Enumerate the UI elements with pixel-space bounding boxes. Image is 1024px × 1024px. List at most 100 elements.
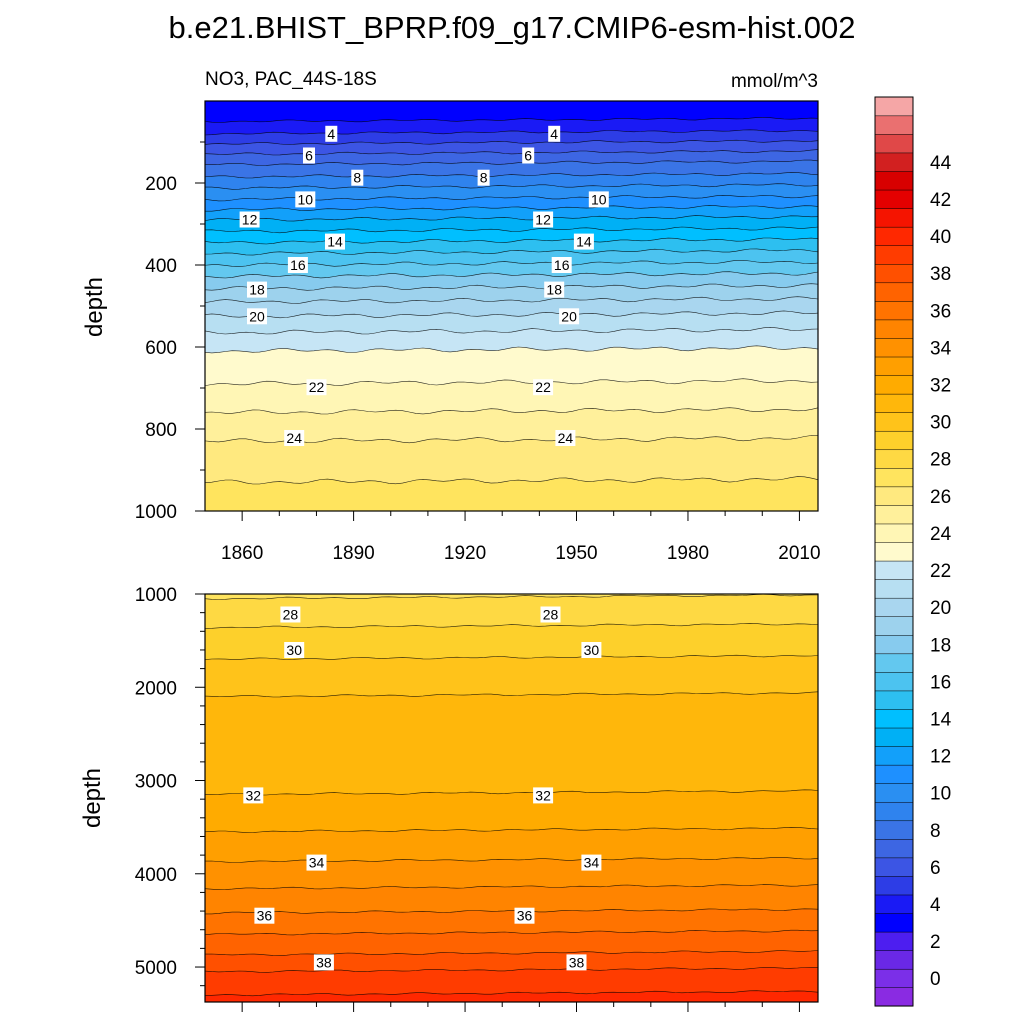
colorbar-label: 26 <box>930 487 951 508</box>
colorbar-swatch <box>874 820 914 840</box>
colorbar-swatch <box>874 857 914 877</box>
lower-contour-line-28 <box>204 622 819 629</box>
colorbar-label: 16 <box>930 672 951 693</box>
colorbar-label: 2 <box>930 932 941 953</box>
upper-depth-axis-label: depth <box>81 277 108 337</box>
y-tick-label: 600 <box>145 338 177 359</box>
upper-contour-line-7 <box>204 159 819 166</box>
y-tick-label: 3000 <box>135 772 177 793</box>
upper-contour-panel: NO3, PAC_44S-18S mmol/m^3 depth 4 46 68 810… <box>81 69 821 564</box>
lower-contour-label: 32 <box>533 787 554 804</box>
colorbar-swatch <box>874 337 914 358</box>
upper-contour-label: 10 <box>295 191 316 208</box>
colorbar-label: 14 <box>930 710 952 731</box>
upper-contour-label: 18 <box>247 281 267 298</box>
colorbar-swatch <box>874 263 914 284</box>
upper-contour-line-13 <box>204 226 819 234</box>
x-tick-label: 2010 <box>778 543 820 564</box>
contour-label-box <box>555 430 576 446</box>
contour-label-text: 22 <box>309 379 325 395</box>
contour-label-box <box>303 147 315 164</box>
colorbar-label: 32 <box>930 376 951 397</box>
contour-label-text: 4 <box>327 126 335 142</box>
lower-contour-label: 36 <box>254 907 275 924</box>
contour-label-text: 30 <box>286 642 302 658</box>
colorbar-label: 6 <box>930 858 941 879</box>
contour-label-text: 36 <box>257 908 273 924</box>
colorbar-label: 4 <box>930 895 941 916</box>
upper-contour-line-12 <box>204 215 819 222</box>
contour-label-box <box>280 606 301 623</box>
contour-label-text: 16 <box>554 257 570 273</box>
upper-contour-line-20 <box>204 310 819 319</box>
contour-label-box <box>573 233 594 250</box>
colorbar-swatch <box>874 801 914 822</box>
lower-contour-line-37 <box>204 950 819 956</box>
contour-label-text: 18 <box>546 282 562 298</box>
colorbar-swatch <box>874 579 914 599</box>
colorbar-swatch <box>874 300 914 321</box>
upper-contour-line-22 <box>204 345 819 354</box>
contour-label-box <box>313 954 334 971</box>
contour-label-text: 34 <box>584 855 600 871</box>
upper-contour-line-18 <box>204 283 819 291</box>
y-tick-label: 1000 <box>135 585 177 606</box>
colorbar-swatch <box>874 449 914 469</box>
colorbar-swatch <box>874 560 914 580</box>
lower-filled-contours <box>205 594 818 1002</box>
contour-label-box <box>551 257 572 273</box>
colorbar-swatch <box>874 504 914 525</box>
contour-label-box <box>306 854 327 871</box>
contour-label-text: 28 <box>283 607 299 623</box>
upper-contour-label: 24 <box>555 430 576 446</box>
lower-contour-label: 38 <box>313 954 334 971</box>
contour-label-text: 18 <box>249 282 265 298</box>
lower-contour-line-31 <box>204 789 819 796</box>
colorbar-swatch <box>874 616 914 636</box>
contour-label-text: 14 <box>576 234 592 250</box>
lower-band-39 <box>205 990 818 1002</box>
lower-axis-ticks: 1000 2000 3000 4000 5000 <box>135 585 800 1012</box>
contour-label-text: 30 <box>584 642 600 658</box>
colorbar-swatch <box>874 894 914 914</box>
lower-contour-label: 32 <box>243 787 264 804</box>
colorbar-swatch <box>874 412 914 432</box>
y-tick-label: 800 <box>145 420 177 441</box>
colorbar-label: 24 <box>930 524 952 545</box>
x-tick-label: 1860 <box>221 543 263 564</box>
x-tick-label: 1920 <box>444 543 486 564</box>
contour-label-text: 34 <box>309 855 325 871</box>
contour-label-box <box>287 257 308 273</box>
y-tick-label: 2000 <box>135 678 177 699</box>
lower-contour-label: 30 <box>284 642 305 658</box>
lower-contour-panel: depth 28 28 30 30 32 32 34 34 36 36 38 38 1000 2000 3… <box>79 585 819 1012</box>
colorbar-swatch <box>874 282 914 302</box>
upper-contour-label: 6 <box>303 147 315 164</box>
upper-contour-line-8 <box>204 172 819 179</box>
contour-label-box <box>254 907 275 924</box>
lower-plot-frame <box>204 593 819 1003</box>
upper-contour-line-24 <box>204 407 819 415</box>
lower-contour-label: 28 <box>540 606 561 623</box>
colorbar-swatch <box>874 541 914 562</box>
colorbar-label: 44 <box>930 153 952 174</box>
upper-contour-line-17 <box>204 271 819 279</box>
upper-contour-line-25 <box>204 435 819 444</box>
upper-contour-label: 16 <box>287 257 308 273</box>
lower-contour-line-32 <box>204 826 819 833</box>
contour-label-text: 16 <box>290 257 306 273</box>
colorbar-label: 8 <box>930 821 941 842</box>
y-tick-label: 400 <box>145 256 177 277</box>
contour-label-box <box>243 787 264 804</box>
colorbar-swatch <box>874 875 914 896</box>
contour-label-text: 38 <box>316 954 332 970</box>
upper-contour-label: 22 <box>306 379 327 396</box>
colorbar-label: 38 <box>930 264 951 285</box>
contour-label-box <box>581 642 602 658</box>
colorbar-swatch <box>874 968 914 989</box>
colorbar-swatch <box>874 708 914 729</box>
lower-contour-line-36 <box>204 929 819 936</box>
